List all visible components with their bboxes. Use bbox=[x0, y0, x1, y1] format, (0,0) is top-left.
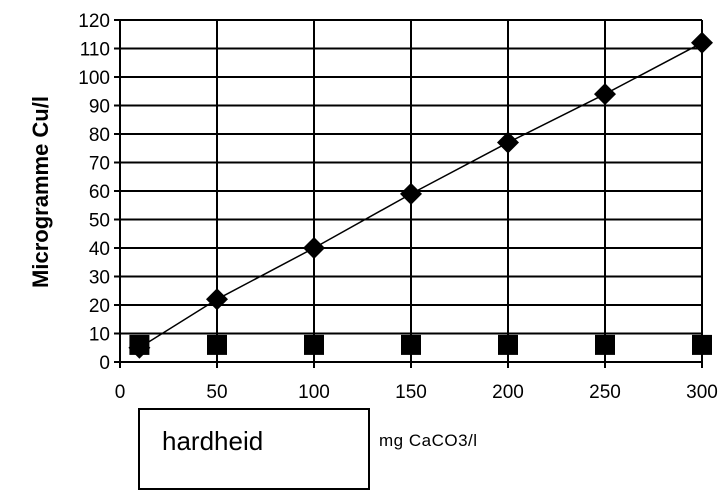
square-marker bbox=[401, 334, 421, 355]
square-marker bbox=[498, 334, 518, 355]
x-tick-label: 250 bbox=[589, 382, 621, 403]
x-tick-label: 300 bbox=[686, 382, 718, 403]
x-tick-label: 150 bbox=[395, 382, 427, 403]
y-tick-label: 0 bbox=[99, 353, 110, 374]
square-marker bbox=[129, 334, 150, 355]
y-tick-label: 10 bbox=[89, 325, 110, 346]
y-tick-label: 50 bbox=[89, 211, 110, 232]
y-axis-title: Microgramme Cu/l bbox=[28, 96, 53, 288]
y-tick-label: 20 bbox=[89, 296, 110, 317]
x-axis-unit: mg CaCO3/l bbox=[379, 431, 478, 450]
x-axis-title: hardheid bbox=[162, 426, 264, 456]
y-tick-label: 70 bbox=[89, 154, 110, 175]
y-tick-label: 100 bbox=[78, 68, 110, 89]
diamond-marker bbox=[400, 182, 422, 205]
y-tick-label: 110 bbox=[80, 40, 110, 61]
square-marker bbox=[304, 334, 324, 355]
square-marker bbox=[207, 334, 227, 355]
square-marker bbox=[692, 334, 712, 355]
tick-labels: 0 10 20 30 40 50 60 70 80 90 100 110 120 0 50 100 150 200… bbox=[78, 11, 718, 403]
y-tick-label: 30 bbox=[89, 268, 110, 289]
square-marker bbox=[595, 334, 615, 355]
y-tick-label: 120 bbox=[78, 11, 110, 32]
y-tick-label: 90 bbox=[89, 97, 110, 118]
y-tick-label: 80 bbox=[89, 125, 110, 146]
diamond-marker bbox=[206, 288, 228, 311]
x-tick-label: 100 bbox=[298, 382, 330, 403]
x-tick-label: 0 bbox=[115, 382, 126, 403]
diamond-marker bbox=[303, 237, 325, 259]
diamond-marker bbox=[691, 31, 713, 54]
series-layer bbox=[128, 31, 713, 359]
diamond-marker bbox=[497, 131, 519, 154]
x-tick-label: 50 bbox=[206, 382, 227, 403]
axes bbox=[114, 19, 703, 368]
x-axis-title-box: hardheid bbox=[138, 408, 370, 490]
x-tick-label: 200 bbox=[492, 382, 524, 403]
diamond-marker bbox=[594, 83, 616, 106]
y-tick-label: 60 bbox=[89, 182, 110, 203]
y-tick-label: 40 bbox=[89, 239, 110, 260]
